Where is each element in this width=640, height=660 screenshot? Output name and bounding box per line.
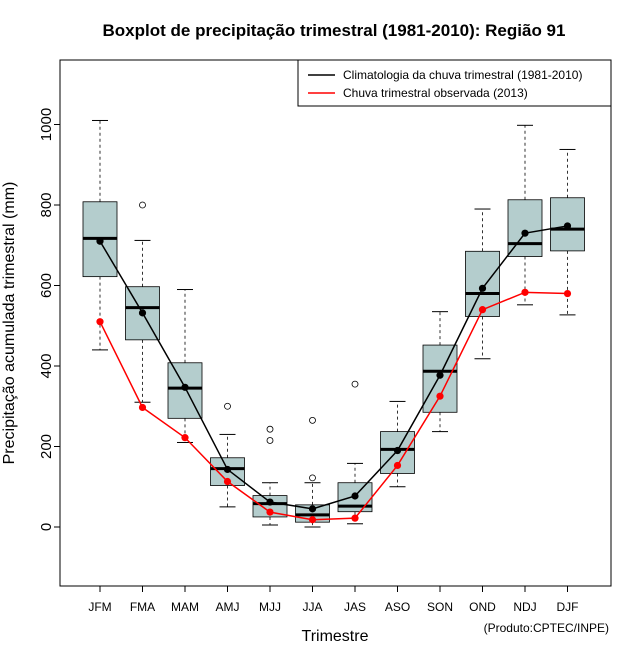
x-tick-label: JAS (344, 600, 366, 614)
box-FMA (125, 201, 160, 403)
series-point-observed (393, 461, 402, 470)
y-axis: 0 200 400 600 800 1000 (38, 108, 60, 531)
legend-label-observed: Chuva trimestral observada (2013) (343, 86, 528, 100)
outlier-point (266, 437, 274, 444)
series-point-observed (308, 516, 317, 524)
series-point-observed (96, 318, 104, 326)
y-tick-label: 1000 (38, 108, 55, 141)
boxes-group (82, 119, 585, 528)
series-line-observed (99, 291, 568, 521)
series-lines (96, 222, 572, 524)
x-tick-label: JJA (302, 600, 322, 614)
series-point-observed (563, 289, 572, 298)
outlier-point (266, 425, 274, 433)
series-point-observed (266, 508, 274, 516)
series-point-climatology (96, 237, 104, 245)
box-ASO (380, 400, 415, 488)
x-tick-label: OND (469, 600, 496, 614)
series-point-climatology (478, 284, 487, 292)
legend-label-climatology: Climatologia da chuva trimestral (1981-2… (343, 68, 582, 82)
series-point-climatology (393, 446, 402, 455)
series-point-observed (478, 306, 487, 314)
box-iqr (252, 495, 288, 518)
series-point-climatology (308, 505, 317, 513)
y-tick-label: 600 (38, 273, 55, 298)
outlier-point (309, 474, 316, 482)
y-tick-label: 0 (38, 523, 55, 531)
series-point-climatology (521, 229, 529, 237)
box-OND (465, 208, 500, 360)
y-tick-label: 200 (38, 434, 55, 459)
x-tick-label: SON (427, 600, 453, 614)
series-point-climatology (138, 309, 147, 317)
x-axis: JFM FMA MAM AMJ MJJ JJA JAS ASO SON OND NDJ DJF (88, 586, 579, 614)
outlier-point (351, 380, 359, 388)
series-point-climatology (351, 492, 359, 500)
legend: Climatologia da chuva trimestral (1981-2… (297, 59, 612, 107)
x-tick-label: FMA (130, 600, 155, 614)
series-point-observed (138, 403, 147, 412)
x-tick-label: JFM (88, 600, 111, 614)
box-JJA (295, 416, 330, 528)
outlier-point (309, 416, 316, 424)
series-point-observed (351, 514, 359, 522)
series-point-climatology (563, 222, 572, 230)
box-JFM (82, 119, 118, 351)
series-point-observed (181, 434, 189, 442)
x-tick-label: MAM (171, 600, 199, 614)
box-AMJ (210, 402, 245, 508)
x-tick-label: ASO (385, 600, 410, 614)
chart-title: Boxplot de precipitação trimestral (1981… (103, 21, 566, 40)
series-line-climatology (99, 225, 568, 510)
credit-text: (Produto:CPTEC/INPE) (484, 621, 609, 635)
series-point-climatology (436, 371, 444, 379)
y-tick-label: 400 (38, 353, 55, 378)
x-tick-label: DJF (557, 600, 579, 614)
series-point-climatology (266, 498, 274, 506)
x-axis-label: Trimestre (302, 628, 369, 645)
box-NDJ (507, 124, 543, 306)
series-point-observed (223, 477, 232, 486)
legend-box (297, 59, 612, 107)
x-tick-label: AMJ (216, 600, 240, 614)
series-point-climatology (181, 383, 189, 391)
x-tick-label: NDJ (513, 600, 536, 614)
outlier-point (139, 201, 146, 209)
outlier-point (224, 402, 231, 410)
x-tick-label: MJJ (259, 600, 281, 614)
series-point-climatology (223, 465, 232, 474)
y-axis-label: Precipitação acumulada trimestral (mm) (1, 182, 18, 465)
series-point-observed (521, 288, 529, 296)
series-point-observed (436, 392, 444, 400)
y-tick-label: 800 (38, 192, 55, 217)
